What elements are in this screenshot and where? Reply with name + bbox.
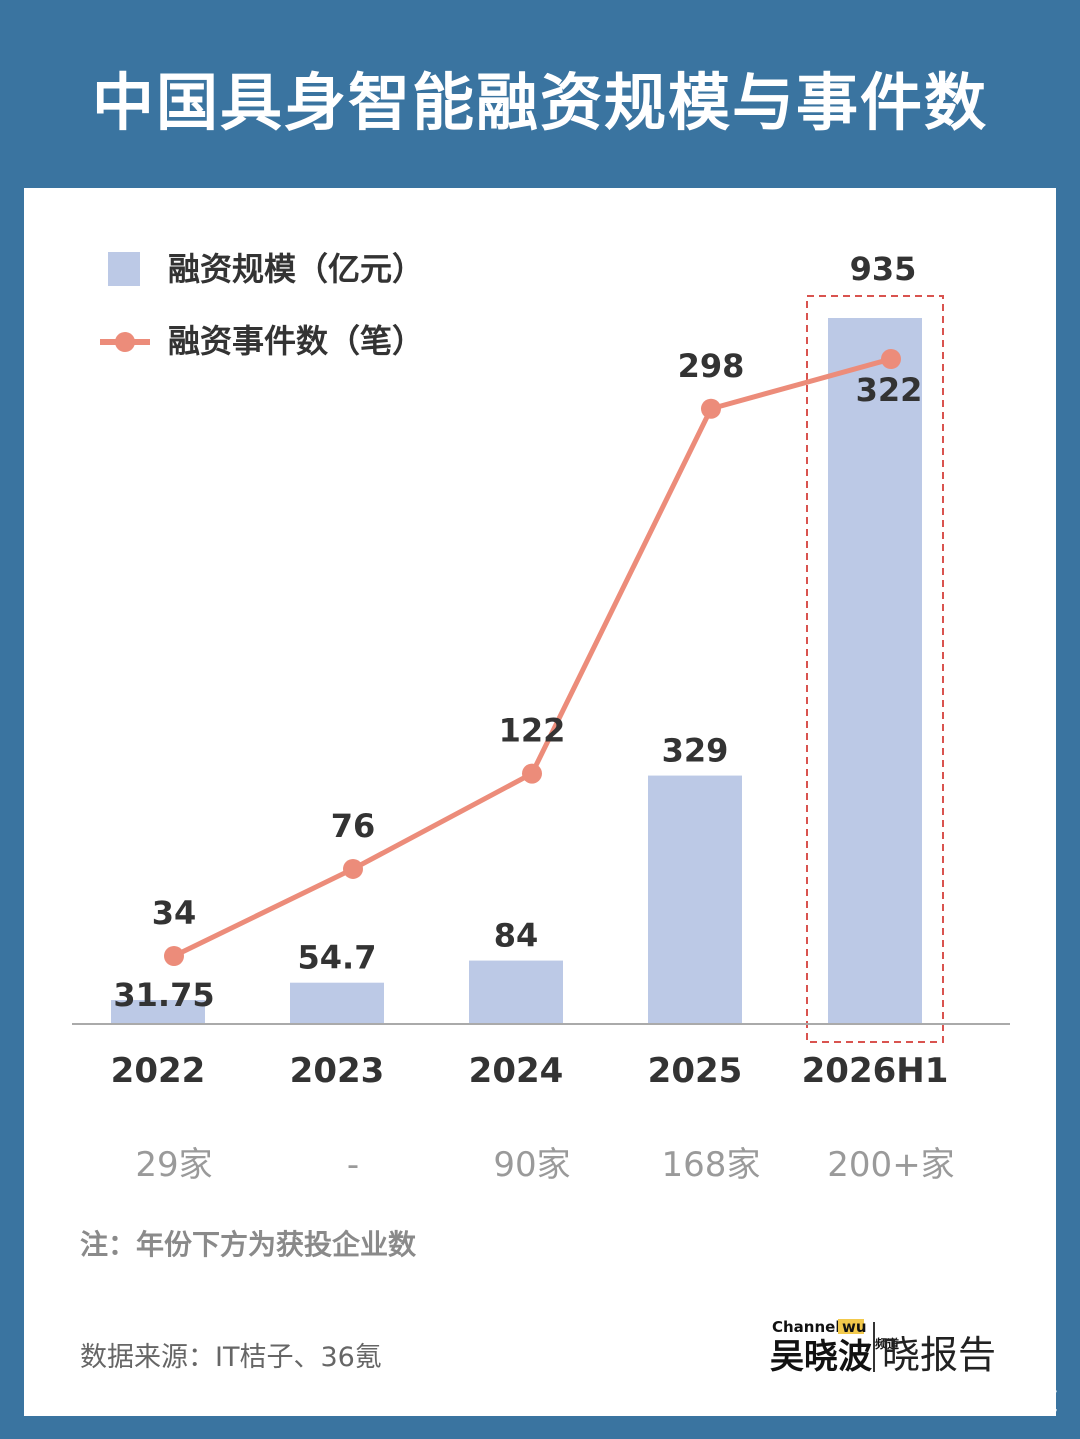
line-label-2024: 122 bbox=[499, 712, 566, 750]
data-labels-group: 31.75 54.7 84 329 935 34 76 122 298 322 bbox=[113, 250, 922, 1014]
brand-wu: wu bbox=[842, 1318, 867, 1336]
bar-label-2026H1: 935 bbox=[850, 250, 917, 288]
bar-2026H1 bbox=[828, 318, 922, 1024]
bar-label-2025: 329 bbox=[662, 732, 729, 770]
company-counts: 29家 - 90家 168家 200+家 bbox=[135, 1145, 954, 1185]
line-point-2024 bbox=[522, 763, 542, 784]
bar-label-2022: 31.75 bbox=[113, 976, 214, 1014]
bar-2022 bbox=[111, 1000, 205, 1024]
bar-2025 bbox=[648, 775, 742, 1024]
highlight-group bbox=[806, 295, 944, 1043]
page-title: 中国具身智能融资规模与事件数 bbox=[91, 66, 988, 139]
legend-bar-label: 融资规模（亿元） bbox=[168, 250, 424, 288]
line-point-2022 bbox=[164, 946, 184, 966]
legend-bar-swatch bbox=[108, 252, 140, 286]
bars-group bbox=[111, 318, 922, 1024]
company-count-2026H1: 200+家 bbox=[827, 1145, 954, 1185]
company-count-2022: 29家 bbox=[135, 1145, 212, 1185]
line-label-2026H1: 322 bbox=[856, 371, 923, 409]
note-text: 注：年份下方为获投企业数 bbox=[80, 1228, 417, 1261]
brand-pindao: 频道 bbox=[875, 1336, 899, 1351]
brand-name: 吴晓波 bbox=[770, 1337, 872, 1377]
bar-2024 bbox=[469, 960, 563, 1024]
brand-logo: Channel wu 吴晓波 频道 晓报告 bbox=[770, 1318, 996, 1377]
line-point-2025 bbox=[701, 398, 721, 419]
line-label-2023: 76 bbox=[331, 807, 376, 845]
line-label-2025: 298 bbox=[678, 347, 745, 385]
line-point-2023 bbox=[343, 858, 363, 879]
company-count-2023: - bbox=[347, 1145, 359, 1185]
x-tick-2024: 2024 bbox=[469, 1051, 564, 1091]
legend-line-label: 融资事件数（笔） bbox=[168, 322, 424, 360]
x-tick-2025: 2025 bbox=[648, 1051, 743, 1091]
line-series-path bbox=[172, 356, 892, 959]
company-count-2025: 168家 bbox=[662, 1145, 761, 1185]
bar-2023 bbox=[290, 982, 384, 1024]
x-axis-ticks: 2022 2023 2024 2025 2026H1 bbox=[111, 1051, 949, 1091]
source-text: 数据来源：IT桔子、36氪 bbox=[80, 1342, 382, 1373]
x-tick-2026H1: 2026H1 bbox=[802, 1051, 949, 1091]
chart-svg: 融资规模（亿元） 融资事件数（笔） 31.75 54.7 84 329 935 34 76 1… bbox=[72, 250, 1010, 1377]
chart-card: 融资规模（亿元） 融资事件数（笔） 31.75 54.7 84 329 935 34 76 1… bbox=[24, 188, 1056, 1416]
legend-line-marker bbox=[115, 332, 135, 352]
line-group bbox=[164, 349, 901, 966]
bar-label-2023: 54.7 bbox=[298, 939, 377, 977]
x-tick-2022: 2022 bbox=[111, 1051, 206, 1091]
line-label-2022: 34 bbox=[152, 894, 197, 932]
line-point-2026H1 bbox=[881, 349, 901, 369]
legend: 融资规模（亿元） 融资事件数（笔） bbox=[100, 250, 424, 360]
brand-wu-badge bbox=[838, 1319, 864, 1334]
bar-label-2024: 84 bbox=[494, 917, 539, 955]
brand-channel: Channel bbox=[772, 1318, 840, 1336]
company-count-2024: 90家 bbox=[493, 1145, 570, 1185]
x-tick-2023: 2023 bbox=[290, 1051, 385, 1091]
brand-report: 晓报告 bbox=[882, 1333, 996, 1377]
highlight-box bbox=[806, 295, 944, 1043]
